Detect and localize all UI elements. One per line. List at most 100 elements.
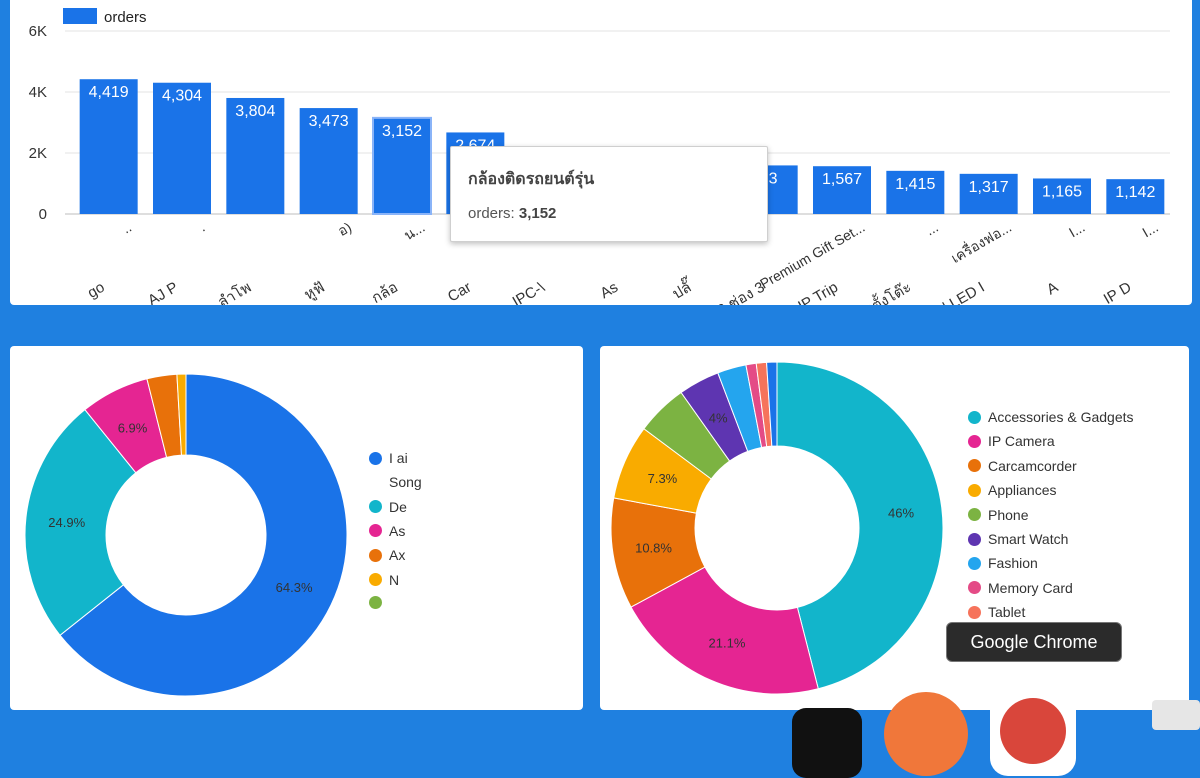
- x-tick-label: น...: [401, 219, 427, 243]
- bar-data-label: 3,473: [309, 113, 349, 130]
- dock-app-icon[interactable]: [792, 708, 862, 778]
- tooltip-value: 3,152: [518, 205, 557, 222]
- x-tick-label: ...: [923, 219, 941, 239]
- x-tick-label: AJ P: [145, 279, 181, 305]
- legend-dot-icon: [369, 451, 382, 465]
- x-tick-label: A: [1044, 279, 1061, 299]
- legend-swatch: [63, 8, 97, 24]
- legend-dot-icon: [369, 573, 382, 586]
- bar-data-label: 1,165: [1042, 183, 1082, 200]
- donut-slice: [766, 361, 778, 447]
- legend-item: Fashion: [968, 555, 1038, 571]
- legend-item: De: [369, 499, 407, 515]
- legend-label: Song: [389, 474, 422, 491]
- x-tick-label: หูฟั: [301, 279, 327, 304]
- y-tick-label: 2K: [29, 145, 47, 162]
- bar: [372, 116, 432, 215]
- x-tick-label: ลำโพ: [215, 278, 255, 305]
- donut-slice-label: 10.8%: [635, 541, 672, 556]
- y-tick-label: 6K: [29, 23, 47, 40]
- legend-item: I ai: [369, 450, 408, 466]
- legend-label: orders: [104, 9, 147, 26]
- bar-data-label: 4,304: [162, 88, 202, 105]
- donut-slice-label: 46%: [888, 505, 914, 520]
- x-tick-label: I...: [1139, 219, 1160, 241]
- donut-slice: [24, 408, 137, 636]
- legend-item: Phone: [968, 507, 1028, 523]
- legend-item: Accessories & Gadgets: [968, 409, 1134, 425]
- legend-dot-icon: [968, 459, 981, 473]
- dock-chrome-inner-icon: [1000, 698, 1066, 764]
- x-tick-label: I...: [1066, 219, 1087, 241]
- legend-label: IP Camera: [988, 433, 1055, 450]
- x-tick-label: .: [196, 219, 207, 235]
- bar-data-label: 4,419: [89, 84, 129, 101]
- dock-app-icon[interactable]: [884, 692, 968, 776]
- bar: [226, 97, 285, 214]
- legend-item: IP Camera: [968, 433, 1055, 449]
- donut-slice-label: 24.9%: [48, 515, 85, 530]
- legend-dot-icon: [968, 532, 981, 546]
- x-tick-label: อ): [335, 219, 354, 239]
- bar: [299, 108, 358, 214]
- y-tick-label: 4K: [29, 84, 47, 101]
- legend-label: N: [389, 571, 400, 588]
- tooltip-title: กล้องติดรถยนต์รุ่น: [468, 171, 595, 188]
- legend-dot-icon: [968, 581, 981, 595]
- donut-chart-2-panel: 46% 21.1% 10.8% 7.3% 4% Accessories & Gadget…: [600, 346, 1189, 710]
- bar-chart: 0 2K 4K 6K orders 4,419.. go 4,304. AJ P 3,804 ลำโ…: [29, 8, 1170, 305]
- donut-slice: [630, 566, 819, 695]
- bar-data-label: 1,317: [969, 179, 1009, 196]
- legend-dot-icon: [968, 605, 981, 619]
- legend-label: Carcamcorder: [988, 457, 1077, 474]
- bar-data-label: 1,567: [822, 171, 862, 188]
- bar: [886, 170, 945, 214]
- bar-data-label: 1,415: [895, 176, 935, 193]
- x-tick-label: เครื่องฟอ...: [948, 218, 1014, 266]
- legend-label: Ax: [389, 547, 406, 564]
- donut-slice-label: 7.3%: [648, 471, 678, 486]
- dock-app-icon[interactable]: [1152, 700, 1200, 730]
- x-tick-label: go: [85, 279, 108, 302]
- legend-item: Tablet: [968, 604, 1025, 620]
- legend-label: De: [389, 498, 407, 515]
- donut-chart-1-panel: 64.3% 24.9% 6.9% I ai Song De As Ax N: [10, 346, 583, 710]
- x-tick-label: Premium Gift Set...: [757, 219, 867, 292]
- x-tick-label: IP D: [1101, 279, 1135, 305]
- legend-dot-icon: [369, 524, 382, 538]
- legend-dot-icon: [968, 508, 981, 522]
- legend-label: Memory Card: [988, 579, 1073, 596]
- bar: [1033, 178, 1091, 214]
- x-tick-label: As: [597, 279, 621, 302]
- donut-slice-label: 6.9%: [118, 421, 148, 436]
- legend-label: I ai: [389, 450, 408, 466]
- bar: [153, 82, 211, 214]
- bar: [959, 173, 1018, 214]
- legend-dot-icon: [968, 410, 981, 424]
- legend-item: Ax: [369, 547, 405, 563]
- legend-label: Fashion: [988, 555, 1038, 572]
- bar-data-label: 1,142: [1115, 184, 1155, 201]
- legend-label: Tablet: [988, 604, 1026, 621]
- donut-slice: [776, 361, 944, 690]
- legend-dot-icon: [968, 556, 981, 570]
- x-tick-label: พัดลมตั้งโต๊ะ: [834, 276, 915, 305]
- donut-chart-1: 64.3% 24.9% 6.9%: [24, 373, 348, 697]
- donut-slice: [59, 373, 348, 697]
- x-tick-label: ปลั๊: [668, 275, 696, 303]
- x-tick-label: โคมไฟ LED I: [903, 278, 988, 305]
- legend-label: Phone: [988, 506, 1029, 523]
- legend-item: Carcamcorder: [968, 458, 1077, 474]
- donut-slice-label: 4%: [709, 411, 728, 426]
- legend-label: Smart Watch: [988, 531, 1069, 547]
- x-tick-label: ..: [119, 219, 134, 237]
- x-tick-label: IP Trip: [795, 279, 841, 305]
- legend-dot-icon: [369, 548, 382, 562]
- bar: [79, 79, 138, 215]
- legend-label: Accessories & Gadgets: [988, 409, 1134, 425]
- legend-dot-icon: [968, 483, 981, 497]
- legend-item: Song: [369, 474, 422, 490]
- legend-label: As: [389, 522, 406, 539]
- chart-tooltip: กล้องติดรถยนต์รุ่น orders: 3,152: [450, 146, 768, 242]
- donut-chart-2: 46% 21.1% 10.8% 7.3% 4%: [610, 361, 944, 695]
